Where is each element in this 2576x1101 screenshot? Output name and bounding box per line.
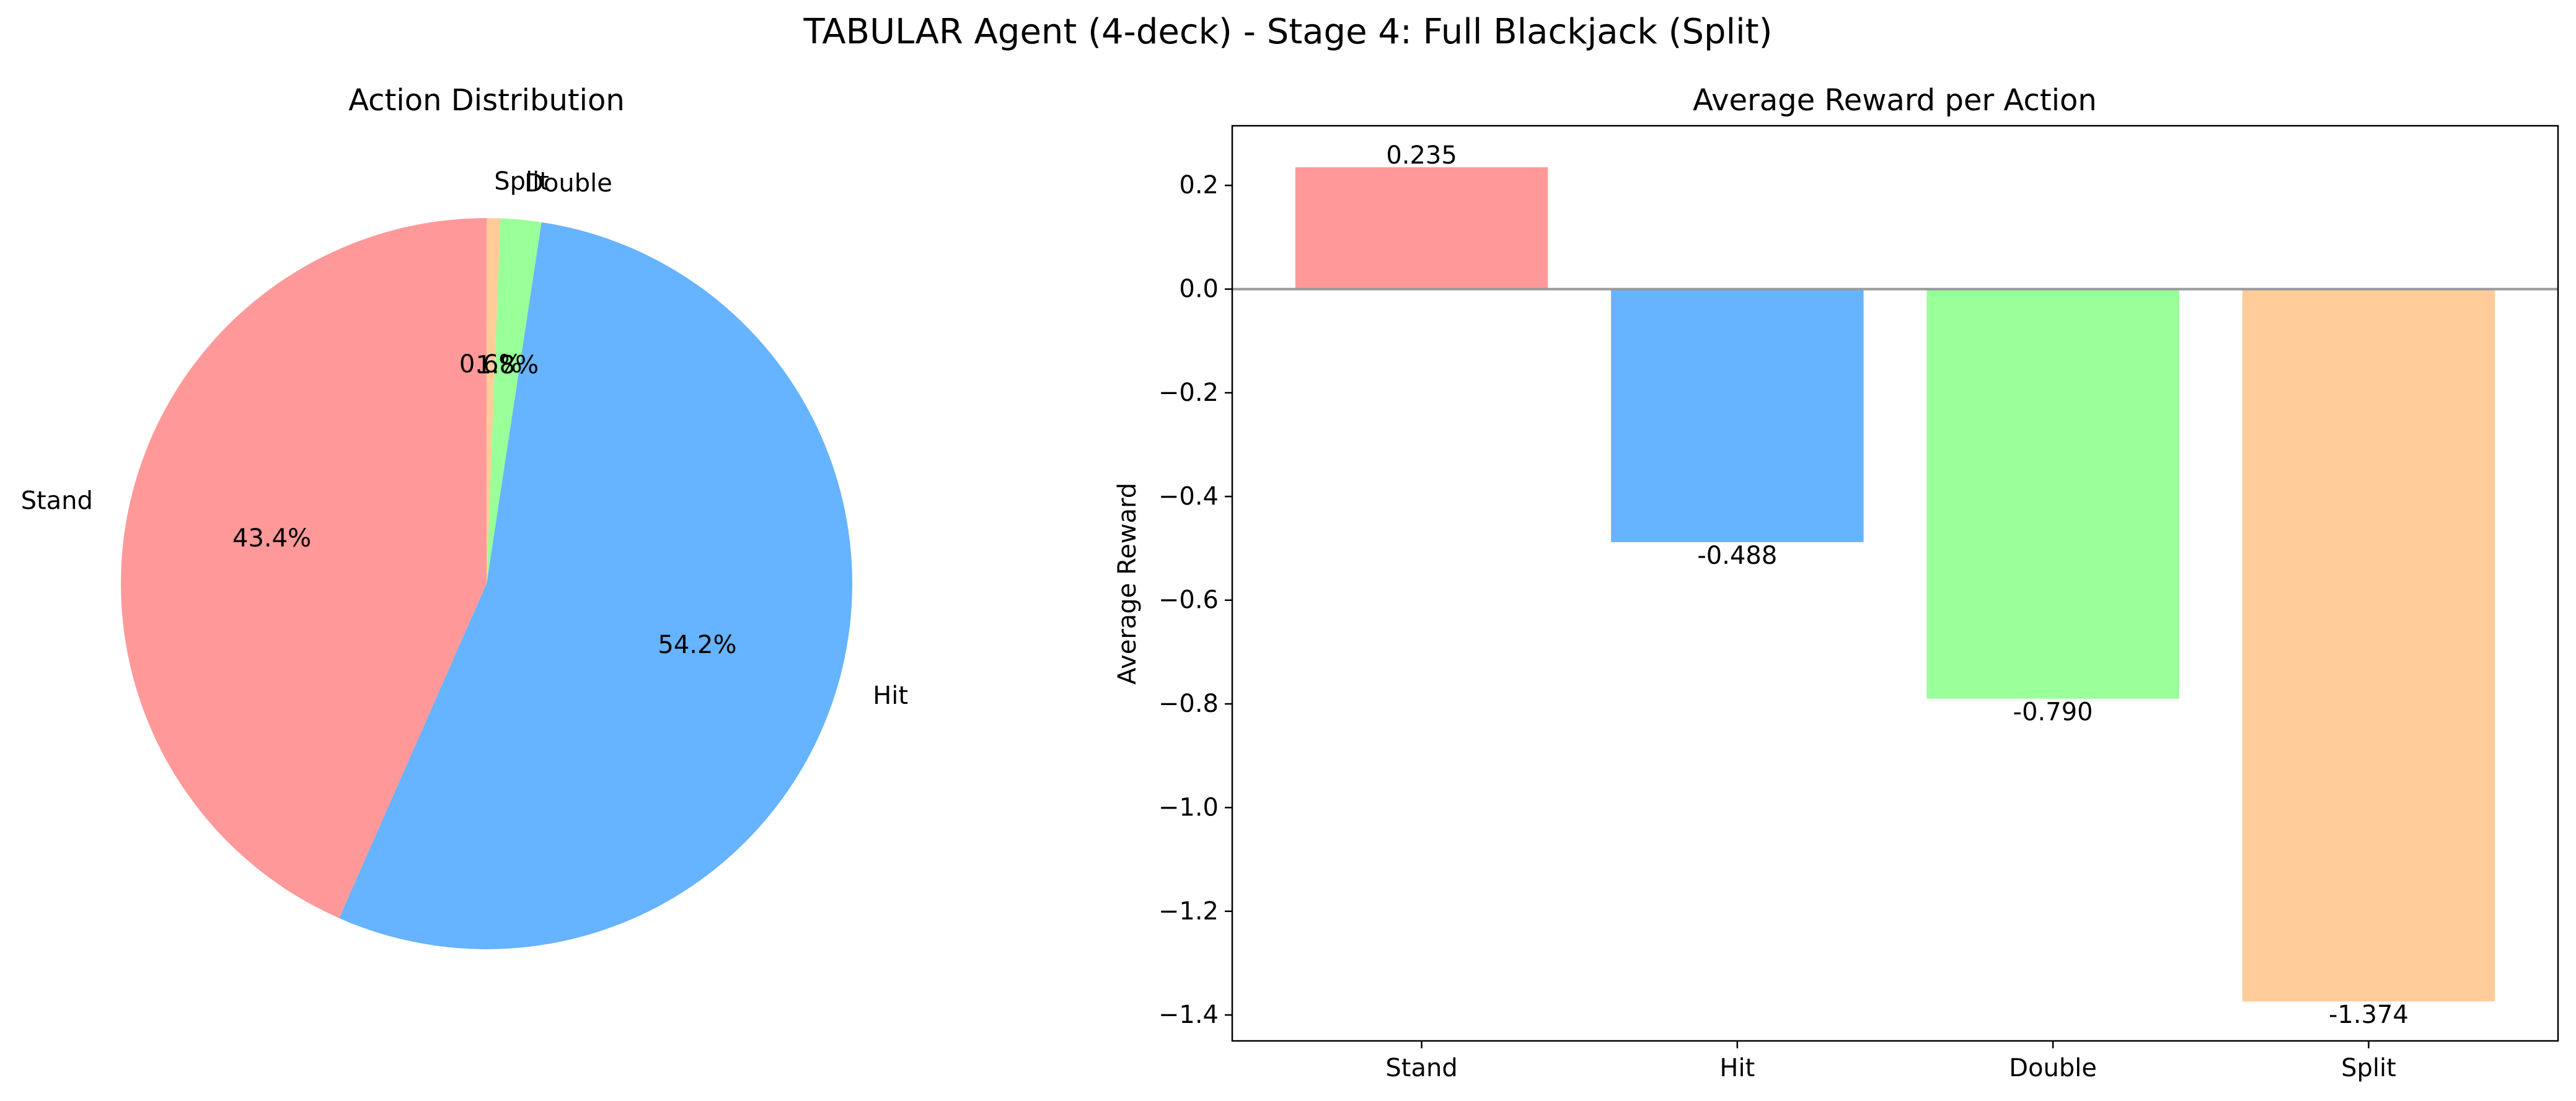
y-tick-label: 0.2: [1179, 171, 1219, 200]
y-tick-label: −0.4: [1158, 482, 1219, 511]
pie-slice-split: [487, 218, 501, 584]
x-tick-label-double: Double: [2009, 1054, 2097, 1082]
pie-label-split: Split: [494, 167, 549, 196]
pie-slice-stand: [121, 218, 487, 918]
pie-chart: Action Distribution Stand 43.4% Hit 54.2% Do…: [21, 83, 908, 950]
pie-pct-hit: 54.2%: [658, 631, 736, 659]
pie-label-stand: Stand: [21, 486, 93, 515]
bar-value-label-double: -0.790: [2013, 698, 2093, 726]
y-tick-label: −0.2: [1158, 379, 1219, 407]
y-tick-label: −0.6: [1158, 586, 1219, 615]
bar-value-label-hit: -0.488: [1697, 542, 1777, 570]
figure-title: TABULAR Agent (4-deck) - Stage 4: Full B…: [803, 12, 1773, 52]
pie-slice-hit: [339, 222, 853, 950]
bar-chart-axes-frame: [1231, 125, 2559, 1042]
pie-chart-title: Action Distribution: [348, 83, 625, 118]
bar-chart-ylabel: Average Reward: [1113, 483, 1142, 685]
pie-label-hit: Hit: [873, 682, 908, 710]
x-tick-label-split: Split: [2341, 1054, 2396, 1082]
y-tick-label: −1.0: [1158, 793, 1219, 822]
bar-stand: [1295, 167, 1548, 289]
bar-split: [2242, 289, 2495, 1002]
pie-pct-double: 1.8%: [476, 351, 539, 380]
x-tick-label-hit: Hit: [1719, 1054, 1755, 1082]
y-tick-label: −1.2: [1158, 897, 1219, 926]
bar-value-label-split: -1.374: [2329, 1001, 2409, 1029]
bar-chart-title: Average Reward per Action: [1693, 83, 2097, 118]
pie-slice-double: [487, 218, 542, 584]
y-tick-label: 0.0: [1179, 275, 1219, 304]
pie-pct-stand: 43.4%: [232, 524, 311, 553]
pie-pct-split: 0.6%: [459, 350, 523, 379]
bar-double: [1926, 289, 2179, 699]
x-tick-label-stand: Stand: [1385, 1054, 1457, 1082]
pie-label-double: Double: [524, 169, 612, 198]
y-tick-label: −1.4: [1158, 1001, 1219, 1029]
bar-value-label-stand: 0.235: [1386, 141, 1457, 170]
y-tick-label: −0.8: [1158, 690, 1219, 718]
bar-chart: Average Reward per Action Average Reward…: [1113, 83, 2559, 1082]
bar-hit: [1611, 289, 1864, 542]
